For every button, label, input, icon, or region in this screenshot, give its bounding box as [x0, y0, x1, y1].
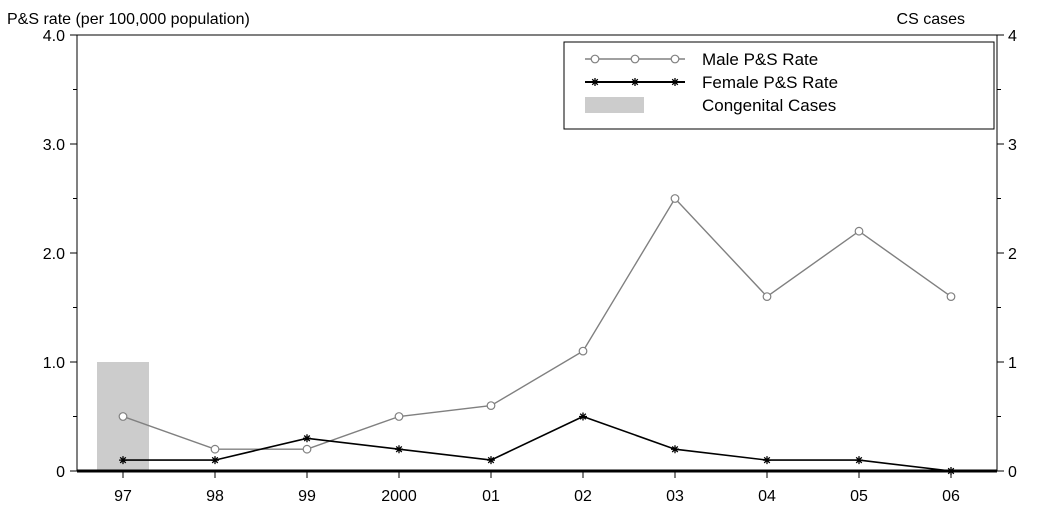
y-axis-left-title: P&S rate (per 100,000 population) — [7, 11, 250, 28]
y-left-tick-label: 4.0 — [43, 28, 65, 45]
female-p-s-rate-point — [211, 456, 219, 465]
female-p-s-rate-legend-marker — [591, 78, 599, 86]
x-tick-label: 2000 — [381, 488, 417, 505]
y-left-tick-label: 0 — [56, 464, 65, 481]
y-axis-right-title: CS cases — [897, 11, 965, 28]
female-p-s-rate-point — [763, 456, 771, 465]
female-p-s-rate-point — [671, 445, 679, 454]
congenital-cases-legend-swatch — [585, 97, 644, 113]
congenital-cases-legend-label: Congenital Cases — [702, 96, 836, 115]
x-tick-label: 98 — [206, 488, 224, 505]
male-p-s-rate-point — [578, 346, 588, 356]
male-p-s-rate-legend-label: Male P&S Rate — [702, 50, 818, 69]
x-tick-label: 05 — [850, 488, 868, 505]
y-right-tick-label: 3 — [1008, 137, 1017, 154]
male-p-s-rate-line — [122, 197, 952, 450]
male-p-s-rate-legend-marker — [670, 54, 680, 64]
female-p-s-rate-point — [303, 434, 311, 443]
female-p-s-rate-point — [395, 445, 403, 454]
male-p-s-rate-point — [670, 194, 680, 203]
female-p-s-rate-point — [579, 412, 587, 421]
y-right-tick-label: 1 — [1008, 355, 1017, 372]
male-p-s-rate-legend-marker — [630, 54, 640, 64]
line-layer — [118, 194, 956, 475]
y-left-tick-label: 3.0 — [43, 137, 65, 154]
male-p-s-rate-legend-marker — [590, 54, 600, 64]
x-tick-label: 03 — [666, 488, 684, 505]
y-right-tick-label: 4 — [1008, 28, 1017, 45]
male-p-s-rate-point — [946, 292, 956, 302]
female-p-s-rate-legend-label: Female P&S Rate — [702, 73, 838, 92]
male-p-s-rate-point — [762, 292, 772, 302]
x-tick-label: 06 — [942, 488, 960, 505]
female-p-s-rate-point — [119, 456, 127, 465]
male-p-s-rate-point — [210, 444, 220, 454]
male-p-s-rate-point — [118, 412, 128, 421]
y-right-tick-label: 0 — [1008, 464, 1017, 481]
female-p-s-rate-point — [947, 467, 955, 475]
x-tick-label: 01 — [482, 488, 500, 505]
female-p-s-rate-legend-marker — [631, 78, 639, 86]
female-p-s-rate-line — [123, 415, 952, 472]
male-p-s-rate-point — [486, 401, 496, 411]
legend: Male P&S Rate Female P&S Rate Congenital C… — [563, 41, 995, 130]
x-tick-label: 02 — [574, 488, 592, 505]
male-p-s-rate-point — [394, 412, 404, 421]
female-p-s-rate-point — [855, 456, 863, 465]
y-left-tick-label: 2.0 — [43, 246, 65, 263]
x-tick-label: 04 — [758, 488, 776, 505]
y-right-tick-label: 2 — [1008, 246, 1017, 263]
female-p-s-rate-point — [487, 456, 495, 465]
male-p-s-rate-point — [302, 444, 312, 454]
male-p-s-rate-point — [854, 226, 864, 236]
y-left-tick-label: 1.0 — [43, 355, 65, 372]
x-tick-label: 97 — [114, 488, 132, 505]
female-p-s-rate-legend-marker — [671, 78, 679, 86]
x-tick-label: 99 — [298, 488, 316, 505]
